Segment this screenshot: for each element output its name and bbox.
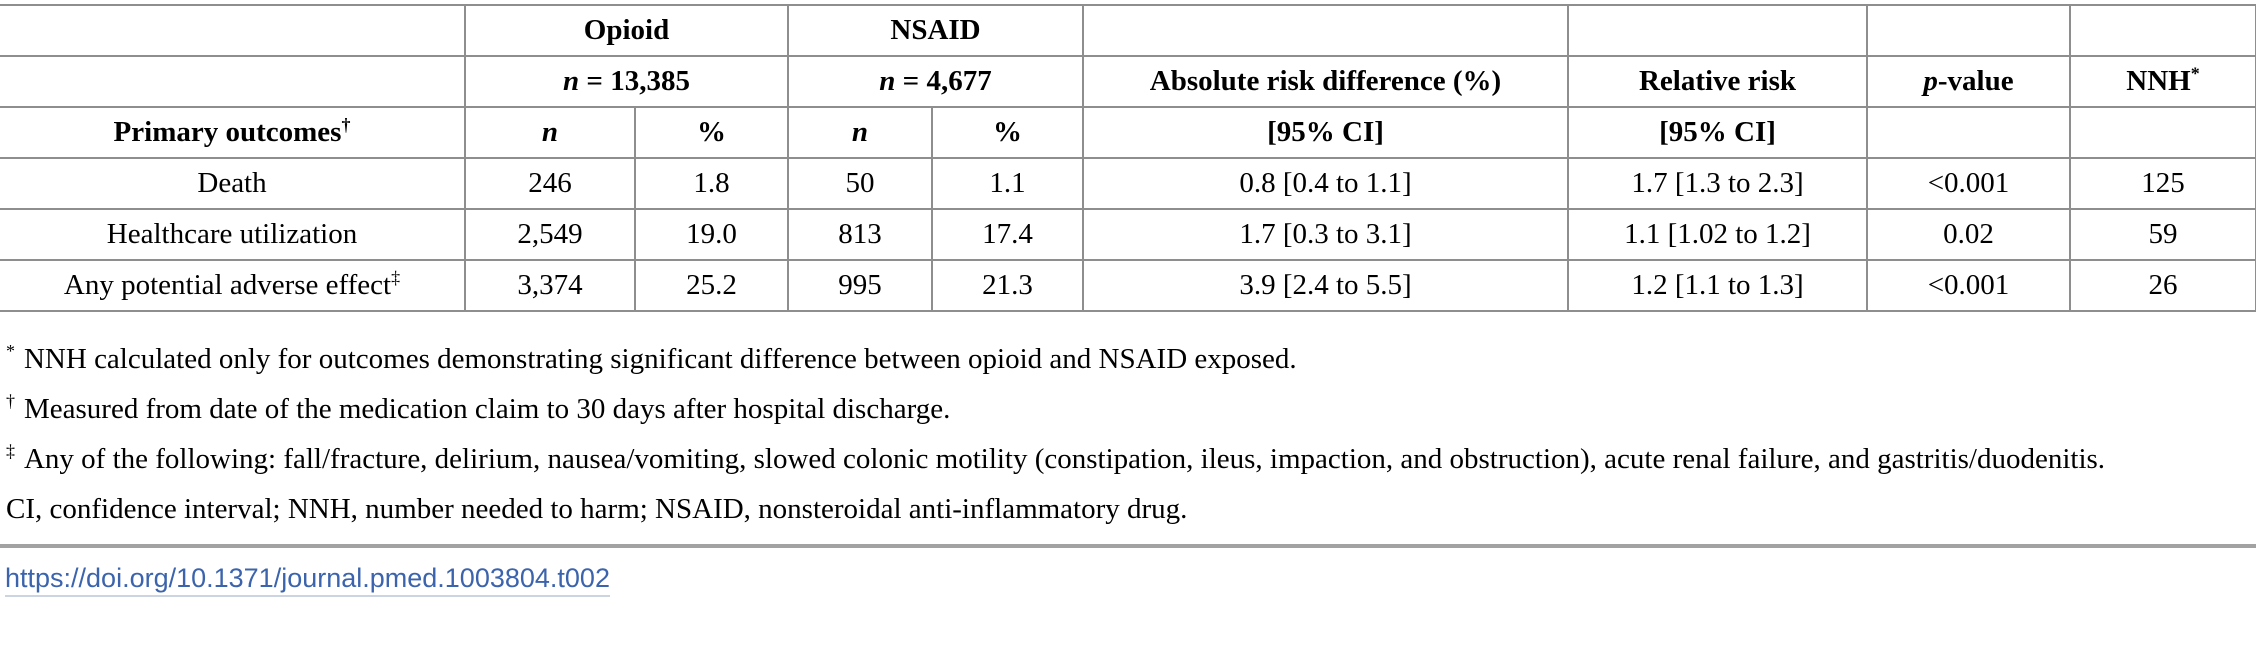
outcomes-table: Opioid NSAID n = 13,385 n = 4,677 Absolu… (0, 4, 2256, 312)
cell-relative-risk: 1.1 [1.02 to 1.2] (1567, 208, 1868, 261)
table-row-adverse-effect: Any potential adverse effect‡ 3,374 25.2… (0, 259, 2256, 312)
table-row-death: Death 246 1.8 50 1.1 0.8 [0.4 to 1.1] 1.… (0, 157, 2256, 210)
col-header-relative-risk: Relative risk (1567, 55, 1868, 108)
col-header-p-value: p-value (1866, 55, 2071, 108)
cell-opioid-pct: 19.0 (634, 208, 789, 261)
cell-absolute-risk-difference: 1.7 [0.3 to 3.1] (1082, 208, 1569, 261)
n-symbol: n (563, 64, 580, 97)
cell-p-value: <0.001 (1866, 157, 2071, 210)
empty-cell (0, 4, 466, 57)
cell-relative-risk: 1.7 [1.3 to 2.3] (1567, 157, 1868, 210)
header-row-groups: Opioid NSAID (0, 4, 2256, 57)
footnote-abbreviations: CI, confidence interval; NNH, number nee… (6, 493, 1188, 525)
opioid-sample-size: n = 13,385 (464, 55, 789, 108)
table-row-healthcare-utilization: Healthcare utilization 2,549 19.0 813 17… (0, 208, 2256, 261)
cell-nsaid-pct: 17.4 (931, 208, 1084, 261)
cell-opioid-pct: 25.2 (634, 259, 789, 312)
empty-cell (1567, 4, 1868, 57)
footnote-dagger: † Measured from date of the medication cl… (6, 391, 951, 425)
outcome-label: Death (0, 157, 466, 210)
cell-nnh: 26 (2069, 259, 2256, 312)
subcol-rr-ci: [95% CI] (1567, 106, 1868, 159)
outcome-label: Any potential adverse effect‡ (0, 259, 466, 312)
cell-nsaid-n: 813 (787, 208, 933, 261)
col-header-primary-outcomes: Primary outcomes† (0, 106, 466, 159)
cell-absolute-risk-difference: 0.8 [0.4 to 1.1] (1082, 157, 1569, 210)
cell-opioid-n: 246 (464, 157, 636, 210)
empty-cell (0, 55, 466, 108)
empty-cell (1866, 4, 2071, 57)
cell-nnh: 125 (2069, 157, 2256, 210)
col-group-nsaid: NSAID (787, 4, 1084, 57)
cell-nsaid-n: 50 (787, 157, 933, 210)
cell-nsaid-pct: 21.3 (931, 259, 1084, 312)
subcol-nsaid-pct: % (931, 106, 1084, 159)
cell-relative-risk: 1.2 [1.1 to 1.3] (1567, 259, 1868, 312)
header-row-counts: n = 13,385 n = 4,677 Absolute risk diffe… (0, 55, 2256, 108)
empty-cell (2069, 4, 2256, 57)
cell-absolute-risk-difference: 3.9 [2.4 to 5.5] (1082, 259, 1569, 312)
cell-nsaid-n: 995 (787, 259, 933, 312)
subcol-ard-ci: [95% CI] (1082, 106, 1569, 159)
outcome-label: Healthcare utilization (0, 208, 466, 261)
cell-opioid-pct: 1.8 (634, 157, 789, 210)
cell-p-value: 0.02 (1866, 208, 2071, 261)
nsaid-sample-size: n = 4,677 (787, 55, 1084, 108)
page: Opioid NSAID n = 13,385 n = 4,677 Absolu… (0, 4, 2256, 598)
footnotes-block: * NNH calculated only for outcomes demons… (0, 334, 2244, 534)
cell-opioid-n: 3,374 (464, 259, 636, 312)
subcol-opioid-pct: % (634, 106, 789, 159)
empty-cell (2069, 106, 2256, 159)
col-header-nnh: NNH* (2069, 55, 2256, 108)
header-row-subcolumns: Primary outcomes† n % n % [95% CI] [95% … (0, 106, 2256, 159)
cell-opioid-n: 2,549 (464, 208, 636, 261)
cell-nnh: 59 (2069, 208, 2256, 261)
doi-link[interactable]: https://doi.org/10.1371/journal.pmed.100… (5, 562, 610, 598)
col-header-absolute-risk-difference: Absolute risk difference (%) (1082, 55, 1569, 108)
subcol-nsaid-n: n (787, 106, 933, 159)
n-symbol: n (879, 64, 896, 97)
footnote-double-dagger: ‡ Any of the following: fall/fracture, de… (6, 441, 2106, 475)
subcol-opioid-n: n (464, 106, 636, 159)
footnote-asterisk: * NNH calculated only for outcomes demons… (6, 341, 1297, 375)
empty-cell (1866, 106, 2071, 159)
cell-p-value: <0.001 (1866, 259, 2071, 312)
cell-nsaid-pct: 1.1 (931, 157, 1084, 210)
empty-cell (1082, 4, 1569, 57)
col-group-opioid: Opioid (464, 4, 789, 57)
divider-rule (0, 544, 2256, 548)
